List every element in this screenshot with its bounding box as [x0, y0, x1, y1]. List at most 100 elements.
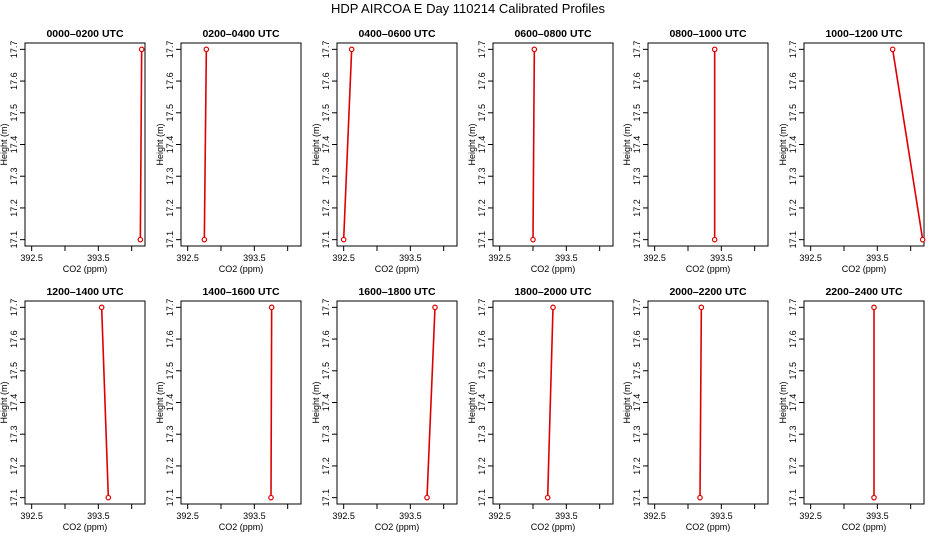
profile-point [919, 236, 926, 243]
profile-point [711, 236, 718, 243]
x-tick-label: 392.5 [488, 253, 511, 263]
panel-title: 0000–0200 UTC [46, 28, 123, 40]
profile-line [546, 307, 554, 498]
y-tick-label: 17.7 [165, 299, 175, 317]
y-tick-label: 17.1 [477, 231, 487, 249]
y-tick-label: 17.3 [477, 425, 487, 443]
x-tick-label: 392.5 [332, 253, 355, 263]
y-tick-label: 17.6 [632, 72, 642, 90]
panel-4: 0800–1000 UTC 392.5 393.5 17.1 17.2 17.3 17.4 1… [622, 28, 769, 274]
y-tick-label: 17.5 [788, 362, 798, 380]
profile-point [348, 46, 355, 53]
x-tick-label: 393.5 [555, 511, 578, 521]
panel-title: 0600–0800 UTC [514, 28, 591, 40]
y-tick-label: 17.5 [9, 104, 19, 122]
panel-3: 0600–0800 UTC 392.5 393.5 17.1 17.2 17.3 17.4 1… [467, 28, 614, 274]
panel-11: 2200–2400 UTC 392.5 393.5 17.1 17.2 17.3 17.4 1… [778, 286, 925, 532]
panel-title: 1400–1600 UTC [202, 286, 279, 298]
profile-line [426, 307, 436, 498]
x-tick-label: 392.5 [20, 253, 43, 263]
y-tick-label: 17.4 [788, 136, 798, 154]
y-tick-label: 17.6 [788, 72, 798, 90]
y-tick-label: 17.2 [477, 199, 487, 217]
profile-point [340, 236, 347, 243]
x-tick-label: 393.5 [555, 253, 578, 263]
panel-5: 1000–1200 UTC 392.5 393.5 17.1 17.2 17.3 17.4 1… [778, 28, 926, 274]
profile-point [871, 304, 877, 311]
panel-title: 2000–2200 UTC [669, 286, 746, 298]
y-tick-label: 17.7 [788, 299, 798, 317]
panels-grid: 0000–0200 UTC 392.5 393.5 17.1 17.2 17.3 17.4 1… [0, 28, 926, 532]
panel-title: 0400–0600 UTC [358, 28, 435, 40]
profile-point [889, 46, 896, 53]
y-tick-label: 17.3 [632, 167, 642, 185]
x-tick-label: 393.5 [399, 511, 422, 521]
plot-frame [336, 300, 458, 505]
x-tick-label: 393.5 [87, 253, 110, 263]
y-tick-label: 17.1 [165, 231, 175, 249]
y-tick-label: 17.1 [321, 489, 331, 507]
profile-point [697, 494, 703, 501]
y-axis-label: Height (m) [155, 381, 165, 423]
profile-line [891, 49, 924, 240]
y-axis-label: Height (m) [467, 123, 477, 165]
profile-point [203, 46, 210, 53]
panel-10: 2000–2200 UTC 392.5 393.5 17.1 17.2 17.3 17.4 1… [622, 286, 769, 532]
y-tick-label: 17.1 [632, 489, 642, 507]
y-axis-label: Height (m) [0, 381, 9, 423]
x-axis-label: CO2 (ppm) [686, 522, 731, 532]
panel-8: 1600–1800 UTC 392.5 393.5 17.1 17.2 17.3 17.4 1… [311, 286, 458, 532]
x-tick-label: 392.5 [799, 253, 822, 263]
plot-frame [24, 300, 146, 505]
profile-line [100, 307, 110, 498]
profile-point [550, 304, 556, 311]
y-tick-label: 17.5 [165, 362, 175, 380]
y-tick-label: 17.4 [632, 394, 642, 412]
x-tick-label: 392.5 [799, 511, 822, 521]
y-tick-label: 17.7 [788, 41, 798, 59]
panel-0: 0000–0200 UTC 392.5 393.5 17.1 17.2 17.3 17.4 1… [0, 28, 146, 274]
y-tick-label: 17.7 [632, 41, 642, 59]
x-tick-label: 393.5 [243, 253, 266, 263]
y-tick-label: 17.2 [321, 199, 331, 217]
y-tick-label: 17.5 [165, 104, 175, 122]
y-tick-label: 17.3 [632, 425, 642, 443]
x-axis-label: CO2 (ppm) [63, 264, 108, 274]
y-tick-label: 17.4 [165, 136, 175, 154]
x-tick-label: 392.5 [643, 253, 666, 263]
profile-point [531, 46, 538, 53]
x-axis-label: CO2 (ppm) [63, 522, 108, 532]
profile-point [698, 304, 705, 311]
x-tick-label: 392.5 [643, 511, 666, 521]
y-tick-label: 17.6 [165, 72, 175, 90]
x-axis-label: CO2 (ppm) [219, 522, 264, 532]
y-tick-label: 17.5 [9, 362, 19, 380]
y-axis-label: Height (m) [778, 381, 788, 423]
panel-title: 1200–1400 UTC [46, 286, 123, 298]
y-tick-label: 17.5 [477, 104, 487, 122]
profile-line [699, 307, 703, 498]
x-axis-label: CO2 (ppm) [842, 522, 887, 532]
panel-1: 0200–0400 UTC 392.5 393.5 17.1 17.2 17.3 17.4 1… [155, 28, 302, 274]
profile-point [268, 304, 275, 311]
profile-point [711, 46, 718, 53]
y-tick-label: 17.7 [321, 299, 331, 317]
y-tick-label: 17.2 [788, 199, 798, 217]
y-tick-label: 17.5 [788, 104, 798, 122]
panel-title: 2200–2400 UTC [825, 286, 902, 298]
y-tick-label: 17.1 [788, 489, 798, 507]
x-tick-label: 392.5 [176, 511, 199, 521]
profile-point [424, 494, 430, 501]
y-tick-label: 17.3 [165, 167, 175, 185]
y-tick-label: 17.7 [477, 299, 487, 317]
y-tick-label: 17.2 [165, 457, 175, 475]
profile-point [98, 304, 105, 311]
profile-point [105, 494, 112, 501]
y-tick-label: 17.6 [788, 330, 798, 348]
x-axis-label: CO2 (ppm) [531, 522, 576, 532]
panel-title: 1000–1200 UTC [825, 28, 902, 40]
y-tick-label: 17.4 [477, 394, 487, 412]
y-tick-label: 17.7 [9, 299, 19, 317]
x-tick-label: 393.5 [243, 511, 266, 521]
y-tick-label: 17.2 [9, 457, 19, 475]
